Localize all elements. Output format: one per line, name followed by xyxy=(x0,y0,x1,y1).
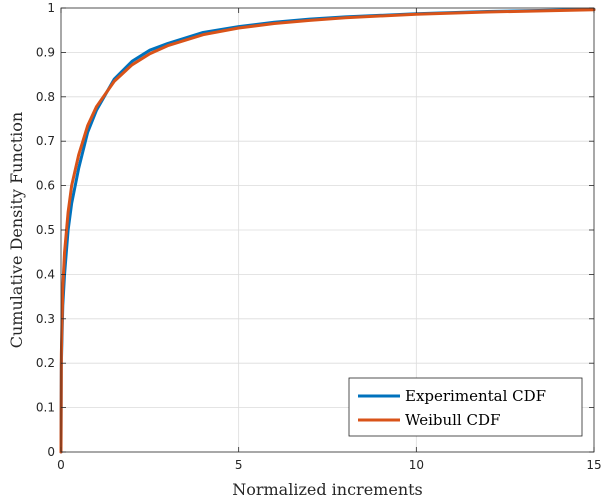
legend-label-weibull: Weibull CDF xyxy=(405,411,500,429)
grid xyxy=(61,8,594,452)
y-tick-label: 0 xyxy=(47,445,55,459)
x-tick-label: 0 xyxy=(57,458,65,472)
axis-ticks: 0 5 10 15 0 0.1 0.2 0.3 0.4 0.5 0.6 0.7 0.8 0.9 1 xyxy=(36,1,602,472)
x-axis-label: Normalized increments xyxy=(232,480,423,499)
y-tick-label: 0.7 xyxy=(36,134,55,148)
y-tick-label: 0.9 xyxy=(36,45,55,59)
y-tick-label: 0.6 xyxy=(36,179,55,193)
x-tick-label: 15 xyxy=(586,458,601,472)
y-tick-label: 0.4 xyxy=(36,267,55,281)
series-line-weibull xyxy=(59,8,596,454)
y-tick-label: 1 xyxy=(47,1,55,15)
y-axis-label: Cumulative Density Function xyxy=(7,112,26,348)
y-tick-label: 0.3 xyxy=(36,312,55,326)
series-layer xyxy=(59,7,596,454)
x-tick-label: 10 xyxy=(409,458,424,472)
legend: Experimental CDF Weibull CDF xyxy=(348,377,583,437)
y-tick-label: 0.2 xyxy=(36,356,55,370)
y-tick-label: 0.8 xyxy=(36,90,55,104)
legend-label-experimental: Experimental CDF xyxy=(405,387,546,405)
x-tick-label: 5 xyxy=(235,458,243,472)
legend-box xyxy=(348,377,583,437)
y-tick-label: 0.1 xyxy=(36,401,55,415)
y-tick-label: 0.5 xyxy=(36,223,55,237)
